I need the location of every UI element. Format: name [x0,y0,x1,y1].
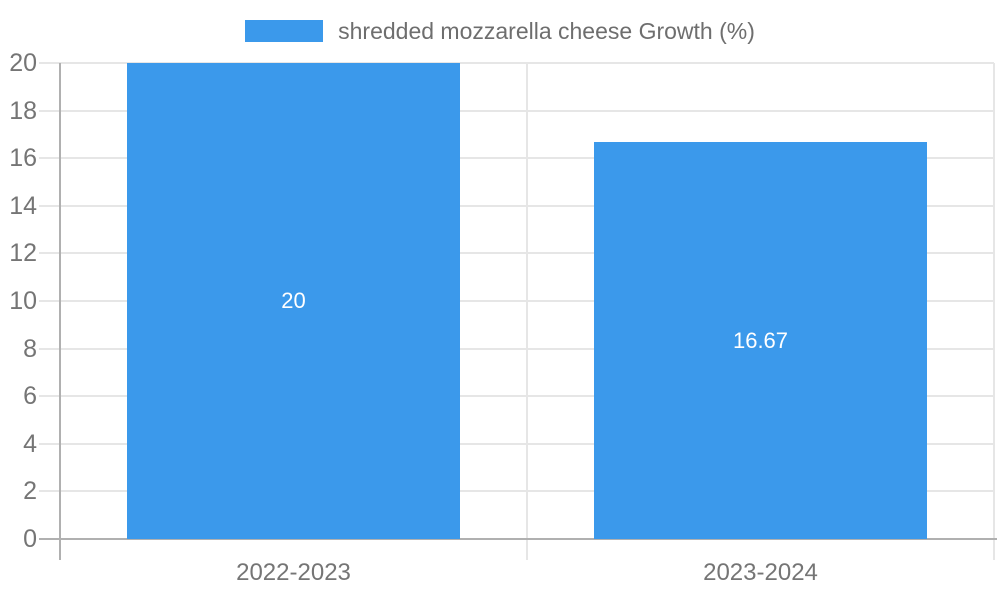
x-tick-label: 2022-2023 [236,559,351,586]
y-tick-label: 16 [9,144,37,173]
bar [126,63,461,539]
y-tick-label: 0 [23,525,37,553]
legend: shredded mozzarella cheese Growth (%) [0,19,1000,43]
bar-value-label: 16.67 [732,327,789,353]
gridline-horizontal [39,252,994,255]
legend-label: shredded mozzarella cheese Growth (%) [338,18,755,44]
y-tick-label: 10 [9,287,37,315]
y-tick-label: 18 [9,96,37,125]
gridline-horizontal [39,204,994,207]
gridline-horizontal [39,347,994,350]
y-axis-line [59,63,61,560]
x-tick-label: 2023-2024 [703,559,818,586]
y-tick-label: 14 [9,191,37,220]
gridline-horizontal [39,490,994,493]
y-tick-label: 4 [23,429,37,458]
gridline-horizontal [39,395,994,398]
bar-value-label: 20 [281,288,306,313]
y-tick-label: 6 [23,382,37,411]
bar [593,142,928,539]
gridline-vertical [526,63,528,560]
y-tick-label: 20 [9,49,37,77]
legend-swatch [245,20,324,42]
gridline-horizontal [39,300,994,302]
y-tick-label: 12 [9,239,37,268]
gridline-horizontal [39,62,994,64]
gridline-horizontal [39,109,994,112]
gridline-horizontal [39,157,994,160]
y-tick-label: 2 [23,477,37,506]
gridline-vertical [993,63,995,560]
x-axis-line [39,538,997,540]
y-tick-label: 8 [23,334,37,363]
gridline-horizontal [39,442,994,445]
